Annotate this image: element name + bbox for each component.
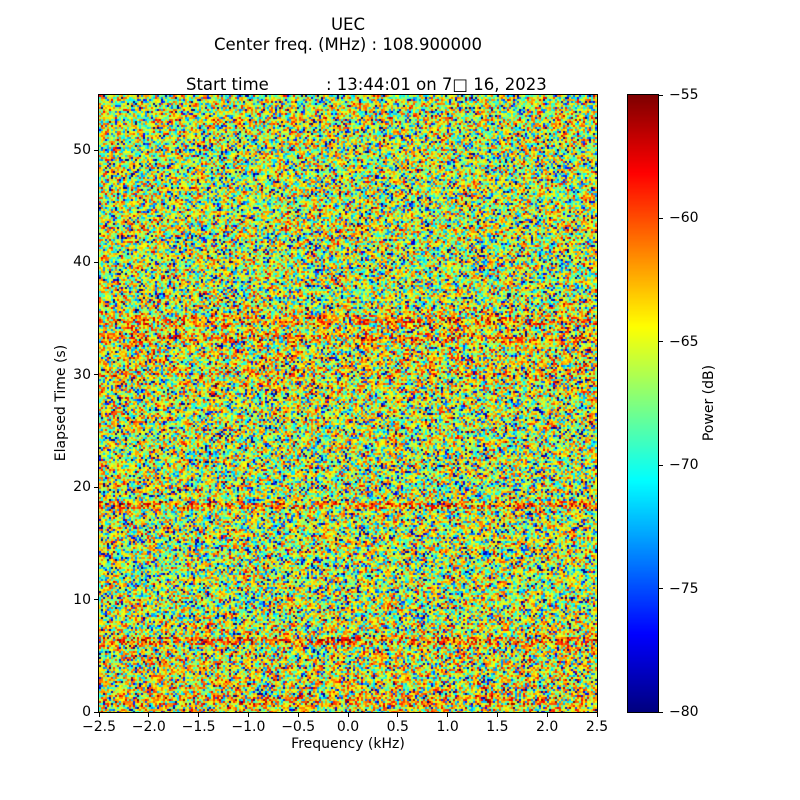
colorbar-label: Power (dB) (701, 364, 717, 442)
y-tick-label: 50 (73, 142, 91, 159)
x-tick-mark (347, 713, 349, 717)
x-tick-label: −1.5 (181, 719, 216, 735)
x-tick-label: −1.0 (231, 719, 266, 735)
x-tick-mark (397, 713, 399, 717)
x-tick-mark (247, 713, 249, 717)
spectrogram-heatmap (99, 95, 597, 712)
colorbar-tick-mark (659, 217, 663, 219)
colorbar-tick-label: −65 (669, 333, 699, 350)
y-tick-mark (94, 261, 98, 263)
y-tick-label: 20 (73, 479, 91, 496)
x-tick-mark (596, 713, 598, 717)
colorbar-tick-mark (659, 711, 663, 713)
y-tick-mark (94, 486, 98, 488)
x-tick-label: 1.0 (436, 719, 459, 735)
plot-frame (98, 94, 598, 713)
x-axis-label: Frequency (kHz) (291, 736, 405, 752)
colorbar-tick-mark (659, 464, 663, 466)
colorbar (627, 94, 659, 713)
x-tick-mark (546, 713, 548, 717)
colorbar-gradient (628, 95, 658, 712)
x-tick-label: −0.5 (281, 719, 316, 735)
colorbar-tick-mark (659, 94, 663, 96)
y-tick-mark (94, 374, 98, 376)
y-tick-mark (94, 149, 98, 151)
x-tick-mark (496, 713, 498, 717)
x-tick-label: 2.0 (536, 719, 559, 735)
x-tick-mark (198, 713, 200, 717)
x-tick-mark (148, 713, 150, 717)
y-tick-label: 10 (73, 591, 91, 608)
y-tick-label: 40 (73, 254, 91, 271)
x-tick-mark (297, 713, 299, 717)
x-tick-label: −2.5 (82, 719, 116, 735)
x-tick-mark (98, 713, 100, 717)
x-tick-mark (447, 713, 449, 717)
colorbar-tick-mark (659, 588, 663, 590)
center-frequency-line: Center freq. (MHz) : 108.900000 (213, 35, 483, 54)
colorbar-tick-label: −70 (669, 457, 699, 474)
start-time-label: Start time (185, 75, 269, 94)
y-tick-label: 0 (82, 704, 91, 720)
x-tick-label: 0.0 (336, 719, 360, 735)
y-axis-label: Elapsed Time (s) (53, 344, 69, 462)
plot-title: UEC (330, 15, 366, 34)
y-tick-mark (94, 711, 98, 713)
x-tick-label: 1.5 (486, 719, 509, 735)
colorbar-tick-label: −55 (669, 87, 699, 103)
colorbar-tick-label: −60 (669, 210, 699, 227)
y-tick-label: 30 (73, 366, 91, 383)
colorbar-tick-label: −75 (669, 580, 699, 597)
start-time-line: Start time : 13:44:01 on 7□ 16, 2023 (165, 55, 547, 115)
colorbar-tick-mark (659, 341, 663, 343)
x-tick-label: 0.5 (386, 719, 409, 735)
start-time-value: : 13:44:01 on 7□ 16, 2023 (325, 75, 547, 94)
y-tick-mark (94, 599, 98, 601)
x-tick-label: 2.5 (585, 719, 609, 735)
x-tick-label: −2.0 (131, 719, 166, 735)
colorbar-tick-label: −80 (669, 704, 699, 720)
